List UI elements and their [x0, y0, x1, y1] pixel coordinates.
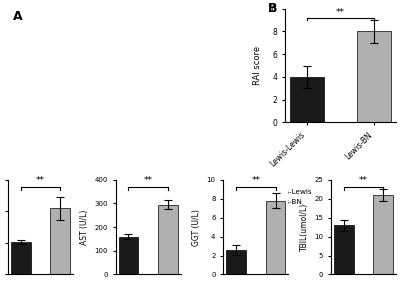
Text: **: ** — [144, 176, 153, 185]
Legend: Lewis-Lewis, Lewis-BN: Lewis-Lewis, Lewis-BN — [255, 189, 312, 205]
Y-axis label: TBIL(umol/L): TBIL(umol/L) — [300, 203, 308, 251]
Text: A: A — [13, 10, 22, 23]
Bar — [266, 201, 286, 274]
Y-axis label: AST (U/L): AST (U/L) — [80, 209, 89, 245]
Bar — [290, 77, 324, 122]
Y-axis label: GGT (U/L): GGT (U/L) — [192, 209, 201, 246]
Text: **: ** — [36, 176, 45, 185]
Y-axis label: RAI score: RAI score — [253, 46, 262, 85]
Bar — [334, 225, 354, 274]
Text: **: ** — [336, 8, 345, 17]
Text: **: ** — [251, 176, 260, 185]
Bar — [11, 242, 31, 274]
Text: B: B — [268, 2, 278, 15]
Bar — [373, 195, 393, 274]
Bar — [226, 250, 246, 274]
Bar — [357, 32, 391, 122]
Bar — [118, 237, 138, 274]
Text: **: ** — [359, 176, 368, 185]
Bar — [50, 208, 70, 274]
Bar — [158, 205, 178, 274]
